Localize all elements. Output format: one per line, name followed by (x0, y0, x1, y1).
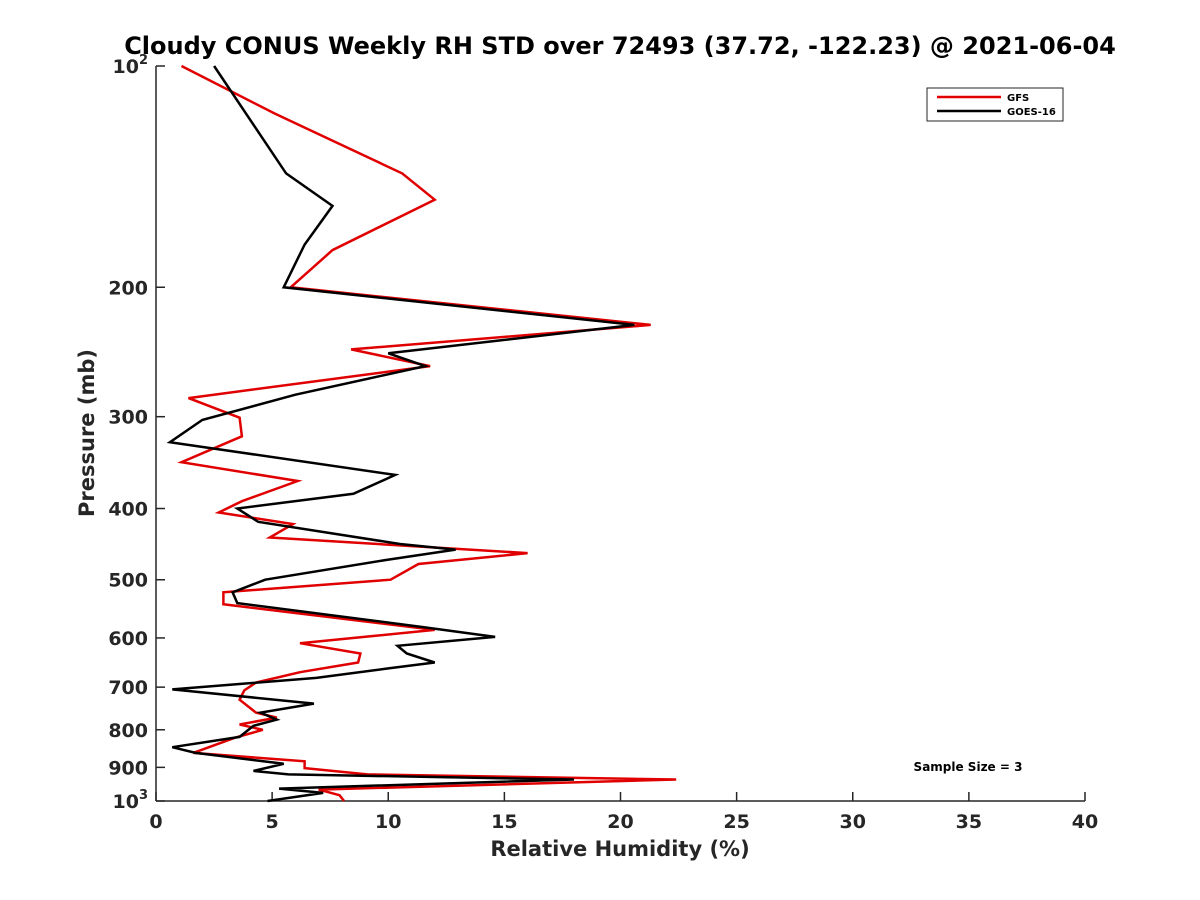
x-tick-label: 0 (149, 811, 162, 833)
x-tick-label: 10 (375, 811, 401, 833)
chart-title: Cloudy CONUS Weekly RH STD over 72493 (3… (124, 32, 1116, 60)
x-tick-label: 15 (491, 811, 517, 833)
y-tick-label: 400 (108, 499, 148, 521)
y-tick-label: 500 (108, 570, 148, 592)
y-tick-label: 200 (108, 277, 148, 299)
y-axis-label: Pressure (mb) (75, 349, 99, 517)
x-tick-label: 40 (1072, 811, 1098, 833)
x-tick-label: 30 (840, 811, 866, 833)
y-tick-label: 300 (108, 407, 148, 429)
y-axis-ticks: 102 200 300 400 500 600 700 800 900 103 (108, 53, 165, 813)
y-tick-label: 103 (113, 788, 149, 813)
series-line-gfs (177, 64, 677, 802)
x-axis-label: Relative Humidity (%) (490, 837, 749, 861)
y-tick-label: 800 (108, 720, 148, 742)
x-tick-label: 25 (723, 811, 749, 833)
x-tick-label: 35 (956, 811, 982, 833)
y-tick-label: 900 (108, 757, 148, 779)
y-tick-label: 700 (108, 677, 148, 699)
x-tick-label: 5 (266, 811, 279, 833)
legend-label-goes16: GOES-16 (1007, 107, 1056, 118)
y-tick-label: 600 (108, 628, 148, 650)
legend: GFS GOES-16 (926, 87, 1064, 122)
y-tick-label: 102 (113, 53, 149, 78)
x-tick-label: 20 (607, 811, 633, 833)
series-line-goes16 (166, 65, 635, 803)
series-layer (166, 64, 677, 803)
sample-size-annotation: Sample Size = 3 (914, 760, 1023, 774)
legend-label-gfs: GFS (1007, 93, 1029, 104)
x-axis-ticks: 0 5 10 15 20 25 30 35 40 (149, 792, 1098, 833)
legend-box (926, 87, 1064, 122)
